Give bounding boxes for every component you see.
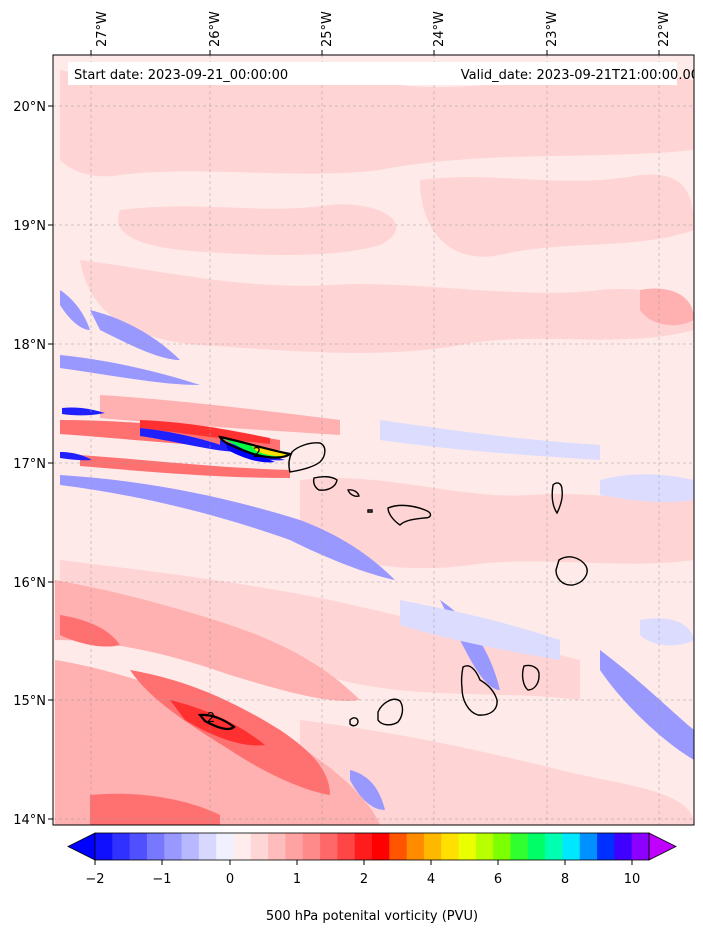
- colorbar-segment: [146, 833, 165, 860]
- colorbar-segment: [112, 833, 131, 860]
- lon-tick-label: 25°W: [320, 11, 335, 47]
- colorbar-segment: [285, 833, 304, 860]
- colorbar-ticks: −2 −1 0 1 2 4 6 8 10: [85, 860, 640, 887]
- colorbar-segment: [302, 833, 321, 860]
- lat-tick-label: 14°N: [13, 813, 46, 828]
- colorbar-segment: [510, 833, 529, 860]
- colorbar-label: 500 hPa potenital vorticity (PVU): [266, 909, 478, 924]
- colorbar-frame: [94, 832, 650, 861]
- colorbar-segment: [95, 833, 113, 860]
- colorbar-segment: [527, 833, 546, 860]
- colorbar-segment: [164, 833, 183, 860]
- colorbar-segment: [579, 833, 598, 860]
- colorbar-tick-label: 6: [494, 872, 502, 887]
- colorbar-segment: [233, 833, 252, 860]
- map-frame: [52, 54, 695, 826]
- lat-tick-label: 20°N: [13, 100, 46, 115]
- lat-tick-label: 15°N: [13, 694, 46, 709]
- colorbar-segment: [475, 833, 494, 860]
- colorbar-segment: [614, 833, 633, 860]
- gridlines: [53, 55, 694, 825]
- lon-tick-label: 22°W: [657, 11, 672, 47]
- colorbar-tick-label: 8: [561, 872, 569, 887]
- pv-contours: [197, 435, 293, 731]
- lon-tick-label: 27°W: [95, 11, 110, 47]
- colorbar-tick-label: 10: [624, 872, 641, 887]
- pv-field-max: [140, 420, 270, 746]
- colorbar-extend-high: [648, 832, 677, 861]
- pv-field-light: [60, 70, 694, 825]
- colorbar-segment: [423, 833, 442, 860]
- colorbar-segment: [320, 833, 338, 860]
- colorbar-tick-label: 2: [360, 872, 368, 887]
- colorbar-segment: [129, 833, 148, 860]
- colorbar-segment: [216, 833, 235, 860]
- colorbar-tick-label: −1: [152, 872, 171, 887]
- colorbar-segment: [354, 833, 373, 860]
- colorbar-segment: [441, 833, 460, 860]
- colorbar-segment: [181, 833, 200, 860]
- colorbar-segments: [95, 833, 650, 860]
- colorbar-segment: [458, 833, 477, 860]
- lon-tick-label: 23°W: [545, 11, 560, 47]
- map-panel: 2 2 Start date: 2023-09-21_00:00:00 Vali…: [53, 55, 699, 825]
- lat-tick-label: 18°N: [13, 338, 46, 353]
- pv-field-negative-light: [380, 420, 694, 660]
- colorbar-tick-label: 0: [226, 872, 234, 887]
- colorbar-segment: [545, 833, 564, 860]
- colorbar-tick-label: 4: [427, 872, 435, 887]
- lon-tick-label: 26°W: [208, 11, 223, 47]
- valid-date-label: Valid_date: 2023-09-21T21:00:00.00: [461, 68, 699, 83]
- lat-tick-label: 17°N: [13, 457, 46, 472]
- colorbar-extend-low: [67, 832, 96, 861]
- contour-label: 2: [253, 446, 261, 461]
- colorbar-segment: [562, 833, 581, 860]
- pv-field-medium: [55, 288, 694, 825]
- contour-label: 2: [207, 711, 215, 726]
- latitude-ticks: 20°N 19°N 18°N 17°N 16°N 15°N 14°N: [13, 100, 53, 828]
- colorbar-segment: [406, 833, 425, 860]
- longitude-ticks: 27°W 26°W 25°W 24°W 23°W 22°W: [90, 11, 672, 55]
- contour-labels: 2 2: [207, 446, 261, 726]
- lon-tick-label: 24°W: [432, 11, 447, 47]
- colorbar-segment: [597, 833, 615, 860]
- colorbar: −2 −1 0 1 2 4 6 8 10 500 hPa potenital vorticity…: [67, 832, 677, 924]
- colorbar-tick-label: 1: [293, 872, 301, 887]
- info-box: [68, 62, 677, 85]
- colorbar-segment: [389, 833, 408, 860]
- lat-tick-label: 19°N: [13, 219, 46, 234]
- colorbar-segment: [250, 833, 269, 860]
- lat-tick-label: 16°N: [13, 576, 46, 591]
- colorbar-segment: [198, 833, 217, 860]
- colorbar-segment: [631, 833, 650, 860]
- start-date-label: Start date: 2023-09-21_00:00:00: [74, 68, 288, 83]
- colorbar-segment: [337, 833, 356, 860]
- colorbar-tick-label: −2: [85, 872, 104, 887]
- island-outlines: [288, 442, 588, 727]
- colorbar-segment: [372, 833, 390, 860]
- colorbar-segment: [268, 833, 287, 860]
- colorbar-segment: [493, 833, 512, 860]
